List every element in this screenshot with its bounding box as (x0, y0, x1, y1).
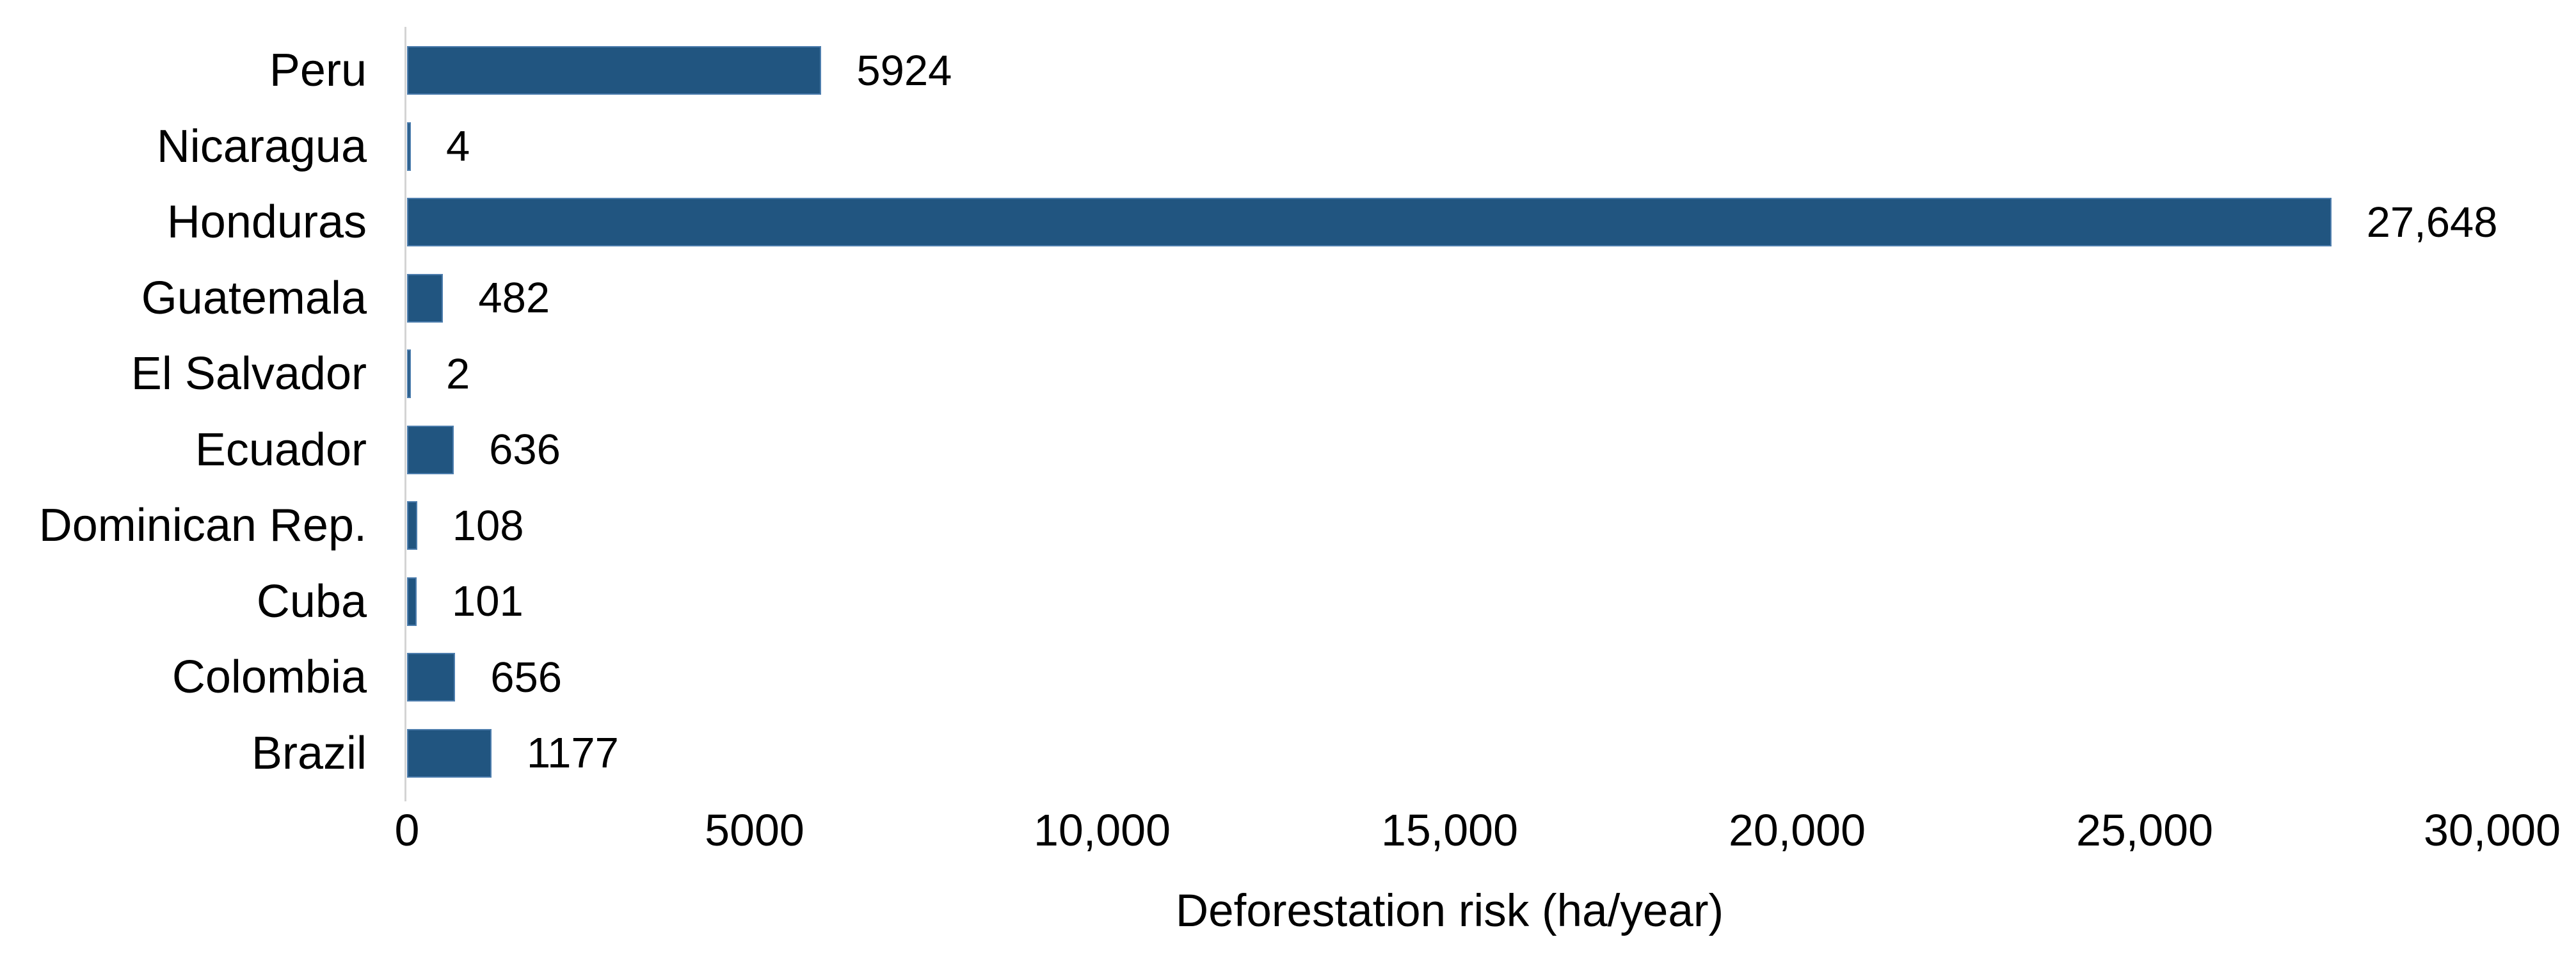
category-label: Cuba (256, 575, 367, 627)
value-label: 27,648 (2366, 198, 2498, 246)
category-label: Brazil (251, 727, 367, 779)
bar-row: Colombia 656 (0, 639, 2576, 716)
bar-row: Peru 5924 (0, 33, 2576, 109)
value-label: 108 (452, 501, 524, 550)
value-label: 5924 (856, 46, 952, 95)
bar (407, 273, 444, 323)
bar-row: Ecuador 636 (0, 412, 2576, 488)
bar (407, 46, 822, 95)
x-tick-label: 15,000 (1380, 805, 1519, 855)
category-label: Colombia (172, 652, 367, 703)
x-tick-label: 25,000 (2076, 805, 2214, 855)
bar-row: Dominican Rep. 108 (0, 488, 2576, 564)
bar (407, 425, 454, 474)
bar-track: 1177 (407, 716, 2492, 792)
value-label: 4 (446, 122, 470, 171)
category-label: Guatemala (141, 272, 367, 324)
bar-row: Cuba 101 (0, 564, 2576, 640)
value-label: 101 (451, 577, 524, 626)
value-label: 636 (489, 426, 561, 474)
bar-track: 27,648 (407, 184, 2498, 261)
bar-track: 5924 (407, 33, 2492, 109)
value-label: 2 (446, 349, 470, 398)
x-axis-title: Deforestation risk (ha/year) (1175, 886, 1724, 936)
value-label: 656 (490, 653, 563, 701)
category-label: Peru (269, 45, 367, 97)
x-axis-ticks: 0 5000 10,000 15,000 20,000 25,000 30,00… (395, 805, 2561, 862)
category-label: Dominican Rep. (38, 500, 367, 552)
category-label: Ecuador (195, 424, 367, 476)
value-label: 482 (478, 274, 550, 323)
category-label: Honduras (166, 196, 367, 248)
bar (407, 501, 417, 550)
bar-row: El Salvador 2 (0, 336, 2576, 412)
category-label: El Salvador (131, 348, 367, 400)
bar-row: Brazil 1177 (0, 716, 2576, 792)
bar-track: 636 (407, 412, 2492, 488)
x-tick-label: 5000 (705, 805, 804, 855)
x-tick-label: 10,000 (1033, 805, 1171, 855)
bar-track: 108 (407, 488, 2492, 564)
bar-track: 656 (407, 639, 2492, 716)
x-tick-label: 30,000 (2423, 805, 2561, 855)
bar (407, 577, 417, 626)
y-axis-line (404, 27, 406, 801)
bar-track: 482 (407, 261, 2492, 337)
bar (407, 349, 411, 398)
value-label: 1177 (526, 729, 619, 778)
bar-track: 4 (407, 109, 2492, 185)
bar-row: Guatemala 482 (0, 261, 2576, 337)
category-label: Nicaragua (156, 120, 367, 172)
bar-row: Honduras 27,648 (0, 184, 2576, 261)
bar-track: 2 (407, 336, 2492, 412)
bar (407, 728, 492, 778)
x-tick-label: 20,000 (1728, 805, 1866, 855)
bar-row: Nicaragua 4 (0, 109, 2576, 185)
x-tick-label: 0 (394, 805, 420, 855)
bar (407, 198, 2332, 246)
bar (407, 122, 411, 171)
bar-track: 101 (407, 564, 2492, 640)
bar (407, 653, 456, 701)
chart-rows: Peru 5924 Nicaragua 4 Honduras 27,648 Gu… (0, 33, 2576, 791)
